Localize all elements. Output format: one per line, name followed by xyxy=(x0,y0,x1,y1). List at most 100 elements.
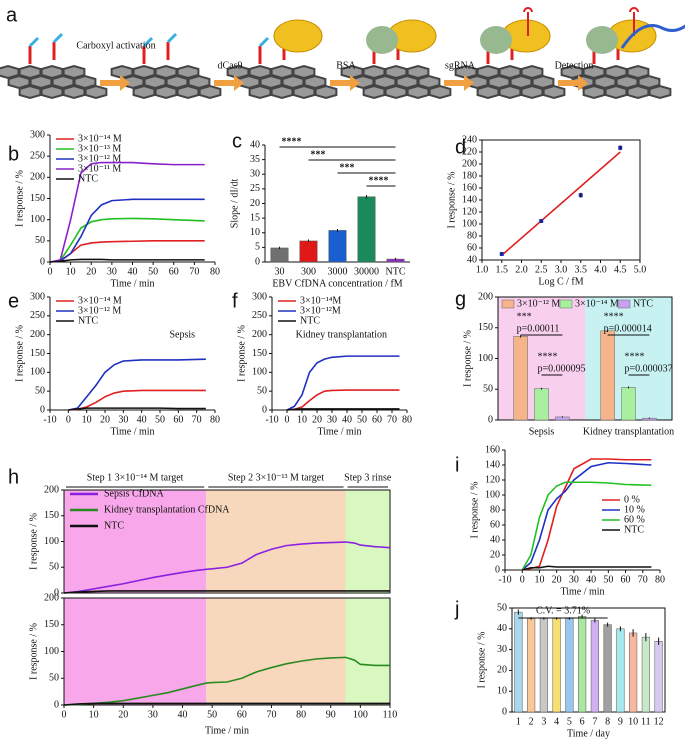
y-tick-label: 200 xyxy=(462,158,477,169)
x-tick-label: 9 xyxy=(618,716,623,727)
graphene-ring xyxy=(406,64,430,80)
x-tick-label: 300 xyxy=(301,266,316,277)
x-tick-label: -10 xyxy=(265,414,278,425)
graphene-ring xyxy=(226,64,250,80)
x-tick-label: 40 xyxy=(178,709,188,720)
graphene-ring xyxy=(314,84,338,100)
graphene-ring xyxy=(270,64,294,80)
x-tick-label: 3 xyxy=(541,716,546,727)
x-tick-label: 10 xyxy=(297,414,307,425)
y-tick-label: 0 xyxy=(488,414,493,425)
step-region xyxy=(345,598,390,705)
legend-label: 3×10⁻¹⁴ M xyxy=(575,298,619,309)
linker xyxy=(142,36,154,48)
bsa xyxy=(480,26,512,54)
series-line xyxy=(521,481,652,571)
panel-letter: f xyxy=(232,290,238,312)
graphene-ring xyxy=(637,74,661,90)
graphene-ring xyxy=(428,84,452,100)
step-label: Carboxyl activation xyxy=(76,40,155,51)
y-axis-label: I response / % xyxy=(14,325,25,382)
x-tick-label: 110 xyxy=(383,709,398,720)
series-line xyxy=(501,151,621,256)
p-value: p=0.000037 xyxy=(625,363,673,374)
legend-label: 3×10⁻¹² M xyxy=(78,153,121,164)
graphene-ring xyxy=(626,64,650,80)
graphene-ring xyxy=(362,64,386,80)
legend-label: NTC xyxy=(104,520,124,531)
x-tick-label: 4.5 xyxy=(614,264,627,275)
x-tick-label: 30 xyxy=(327,414,337,425)
bar xyxy=(600,330,615,421)
y-tick-label: 100 xyxy=(252,367,267,378)
x-tick-label: 20 xyxy=(86,266,96,277)
legend-label: Kidney transplantation CfDNA xyxy=(104,504,230,515)
x-tick-label: 60 xyxy=(173,414,183,425)
step-arrow xyxy=(558,75,588,91)
x-tick-label: 10 xyxy=(89,709,99,720)
x-tick-label: 40 xyxy=(137,414,147,425)
bar xyxy=(641,636,650,713)
y-tick-label: 40 xyxy=(467,254,477,265)
y-tick-label: 250 xyxy=(30,150,45,161)
graphene-ring xyxy=(520,84,544,100)
y-tick-label: 40 xyxy=(497,623,507,634)
y-tick-label: 5 xyxy=(255,242,260,253)
x-tick-label: 30 xyxy=(107,266,117,277)
x-axis-label: Time / min xyxy=(110,426,154,437)
legend-swatch xyxy=(617,299,631,309)
series-line xyxy=(49,240,205,263)
y-tick-label: 0 xyxy=(255,256,260,267)
x-tick-label: 0 xyxy=(520,574,525,585)
x-tick-label: 80 xyxy=(296,709,306,720)
bar xyxy=(514,611,523,713)
linker xyxy=(28,36,40,48)
y-tick-label: 0 xyxy=(495,564,500,575)
x-tick-label: 40 xyxy=(128,266,138,277)
x-tick-label: 50 xyxy=(155,414,165,425)
graphene-ring xyxy=(509,74,533,90)
bar xyxy=(534,388,549,421)
bar xyxy=(357,196,376,263)
x-tick-label: 0 xyxy=(62,709,67,720)
y-tick-label: 200 xyxy=(478,291,493,302)
graphene-ring xyxy=(476,64,500,80)
y-axis-label: I response / % xyxy=(476,632,487,689)
x-tick-label: 2.0 xyxy=(515,264,528,275)
graphene-ring xyxy=(303,74,327,90)
y-tick-label: 40 xyxy=(250,139,260,150)
x-tick-label: 10 xyxy=(82,414,92,425)
x-tick-label: 20 xyxy=(118,709,128,720)
legend-label: NTC xyxy=(78,173,98,184)
x-tick-label: 60 xyxy=(621,574,631,585)
y-tick-label: 120 xyxy=(462,206,477,217)
legend-label: NTC xyxy=(78,315,98,326)
y-tick-label: 200 xyxy=(30,329,45,340)
x-tick-label: 90 xyxy=(326,709,336,720)
y-tick-label: 300 xyxy=(252,291,267,302)
y-tick-label: 25 xyxy=(250,183,260,194)
graphene-ring xyxy=(248,64,272,80)
graphene-ring xyxy=(198,84,222,100)
x-axis-label: Time / min xyxy=(560,586,604,597)
y-axis-label: Slope / dI/dt xyxy=(229,179,240,229)
bar xyxy=(590,620,599,713)
y-tick-label: 160 xyxy=(485,444,500,455)
series-line xyxy=(49,258,205,263)
panel-annotation: Sepsis xyxy=(169,329,195,340)
cv-label: C.V. = 3.71% xyxy=(536,605,590,616)
step-label: sgRNA xyxy=(445,60,476,71)
significance-stars: *** xyxy=(311,149,326,160)
x-tick-label: 6 xyxy=(580,716,585,727)
x-tick-label: 30 xyxy=(569,574,579,585)
legend-label: 10 % xyxy=(624,504,645,515)
y-tick-label: 50 xyxy=(49,562,59,573)
y-tick-label: 240 xyxy=(462,134,477,145)
y-tick-label: 100 xyxy=(30,214,45,225)
y-tick-label: 0 xyxy=(40,404,45,415)
target-dna xyxy=(620,24,685,49)
x-tick-label: NTC xyxy=(386,266,406,277)
step-region xyxy=(64,598,207,705)
x-tick-label: 30 xyxy=(118,414,128,425)
